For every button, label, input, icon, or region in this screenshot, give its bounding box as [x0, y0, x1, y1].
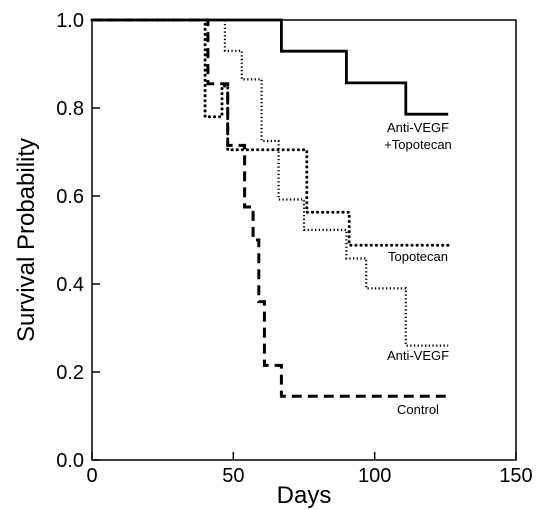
plot-frame	[91, 19, 517, 461]
series-labels: Anti-VEGF +Topotecan Topotecan Anti-VEGF Con…	[384, 120, 452, 417]
y-tick-label: 0.0	[56, 450, 84, 472]
y-tick-label: 0.4	[56, 274, 84, 296]
series-label-anti-vegf: Anti-VEGF	[387, 348, 449, 363]
y-tick-label: 1.0	[56, 10, 84, 32]
series-label-anti-vegf-topotecan: +Topotecan	[384, 137, 452, 152]
x-tick-label: 150	[499, 465, 532, 487]
ticks: 0 50 100 150 0.0 0.2 0.4 0.6 0.8 1.0	[56, 10, 533, 487]
x-tick-label: 0	[86, 465, 97, 487]
y-tick-label: 0.2	[56, 362, 84, 384]
series-lines	[90, 18, 450, 398]
series-line-anti-vegf-topotecan	[92, 18, 449, 116]
series-label-anti-vegf-topotecan: Anti-VEGF	[387, 120, 449, 135]
x-tick-label: 100	[358, 465, 391, 487]
series-line-anti-vegf	[92, 18, 449, 347]
y-tick-label: 0.8	[56, 98, 84, 120]
x-tick-label: 50	[222, 465, 244, 487]
y-tick-label: 0.6	[56, 186, 84, 208]
x-axis-title: Days	[277, 482, 332, 509]
series-line-control	[92, 18, 449, 398]
series-label-control: Control	[397, 402, 439, 417]
series-label-topotecan: Topotecan	[388, 249, 448, 264]
y-axis-title: Survival Probability	[13, 138, 40, 342]
